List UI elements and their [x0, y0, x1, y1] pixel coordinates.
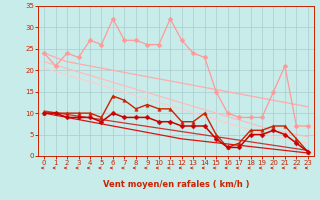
- X-axis label: Vent moyen/en rafales ( km/h ): Vent moyen/en rafales ( km/h ): [103, 180, 249, 189]
